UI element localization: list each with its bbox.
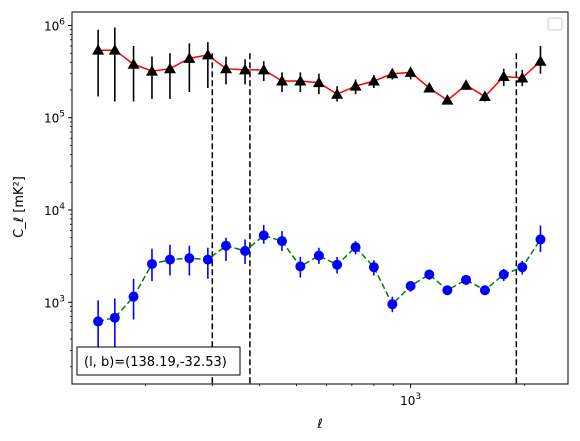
data-point — [163, 62, 176, 74]
data-point — [109, 312, 120, 323]
y-tick-label: 103 — [44, 294, 65, 310]
data-point — [295, 261, 306, 272]
data-point — [201, 48, 214, 60]
y-tick-label: 105 — [44, 110, 65, 126]
data-point — [220, 240, 231, 251]
data-point — [478, 90, 491, 101]
data-point — [498, 269, 509, 280]
legend-box — [547, 17, 563, 31]
data-point — [517, 262, 528, 273]
data-point — [257, 63, 270, 75]
data-point — [93, 316, 104, 327]
data-point — [404, 66, 417, 77]
data-point — [202, 254, 213, 265]
data-point — [368, 262, 379, 273]
data-point — [92, 44, 105, 55]
data-point — [275, 75, 288, 86]
data-point — [146, 258, 157, 269]
annotation-box — [76, 346, 241, 376]
data-point — [331, 88, 344, 99]
data-point — [442, 285, 453, 296]
annotation-text: (l, b)=(138.19,-32.53) — [84, 355, 227, 370]
data-point — [461, 274, 472, 285]
plot-area — [92, 27, 547, 384]
data-point — [258, 230, 269, 241]
data-point — [349, 80, 362, 91]
data-point — [312, 76, 325, 88]
data-point — [240, 245, 251, 256]
data-point — [387, 299, 398, 310]
x-tick-label: 103 — [400, 392, 421, 408]
data-point — [405, 281, 416, 292]
data-point — [535, 234, 546, 245]
data-point — [108, 44, 121, 55]
data-point — [332, 259, 343, 270]
data-point — [424, 269, 435, 280]
data-point — [128, 291, 139, 302]
data-point — [145, 65, 158, 76]
data-point — [479, 285, 490, 296]
data-point — [276, 236, 287, 247]
axes-frame — [71, 11, 569, 385]
location-annotation: (l, b)=(138.19,-32.53) — [76, 346, 241, 376]
series-layer — [92, 27, 547, 351]
vertical-reference-lines — [211, 53, 518, 384]
data-point — [164, 254, 175, 265]
y-tick-label: 104 — [44, 202, 65, 218]
data-point — [219, 62, 232, 74]
data-point — [350, 242, 361, 253]
data-point — [239, 63, 252, 75]
data-point — [183, 52, 196, 63]
y-tick-label: 106 — [44, 17, 65, 33]
series-1 — [93, 224, 546, 351]
data-point — [294, 75, 307, 86]
data-point — [441, 94, 454, 105]
data-point — [367, 75, 380, 86]
y-axis-label: C_ℓ [mK²] — [12, 176, 27, 238]
data-point — [516, 71, 529, 83]
data-point — [386, 67, 399, 79]
data-point — [534, 55, 547, 66]
data-point — [460, 79, 473, 90]
series-0 — [92, 27, 547, 105]
data-point — [313, 250, 324, 261]
x-axis-label: ℓ — [316, 417, 322, 432]
data-point — [423, 82, 436, 93]
data-point — [497, 70, 510, 81]
data-point — [127, 58, 140, 69]
data-point — [184, 253, 195, 264]
